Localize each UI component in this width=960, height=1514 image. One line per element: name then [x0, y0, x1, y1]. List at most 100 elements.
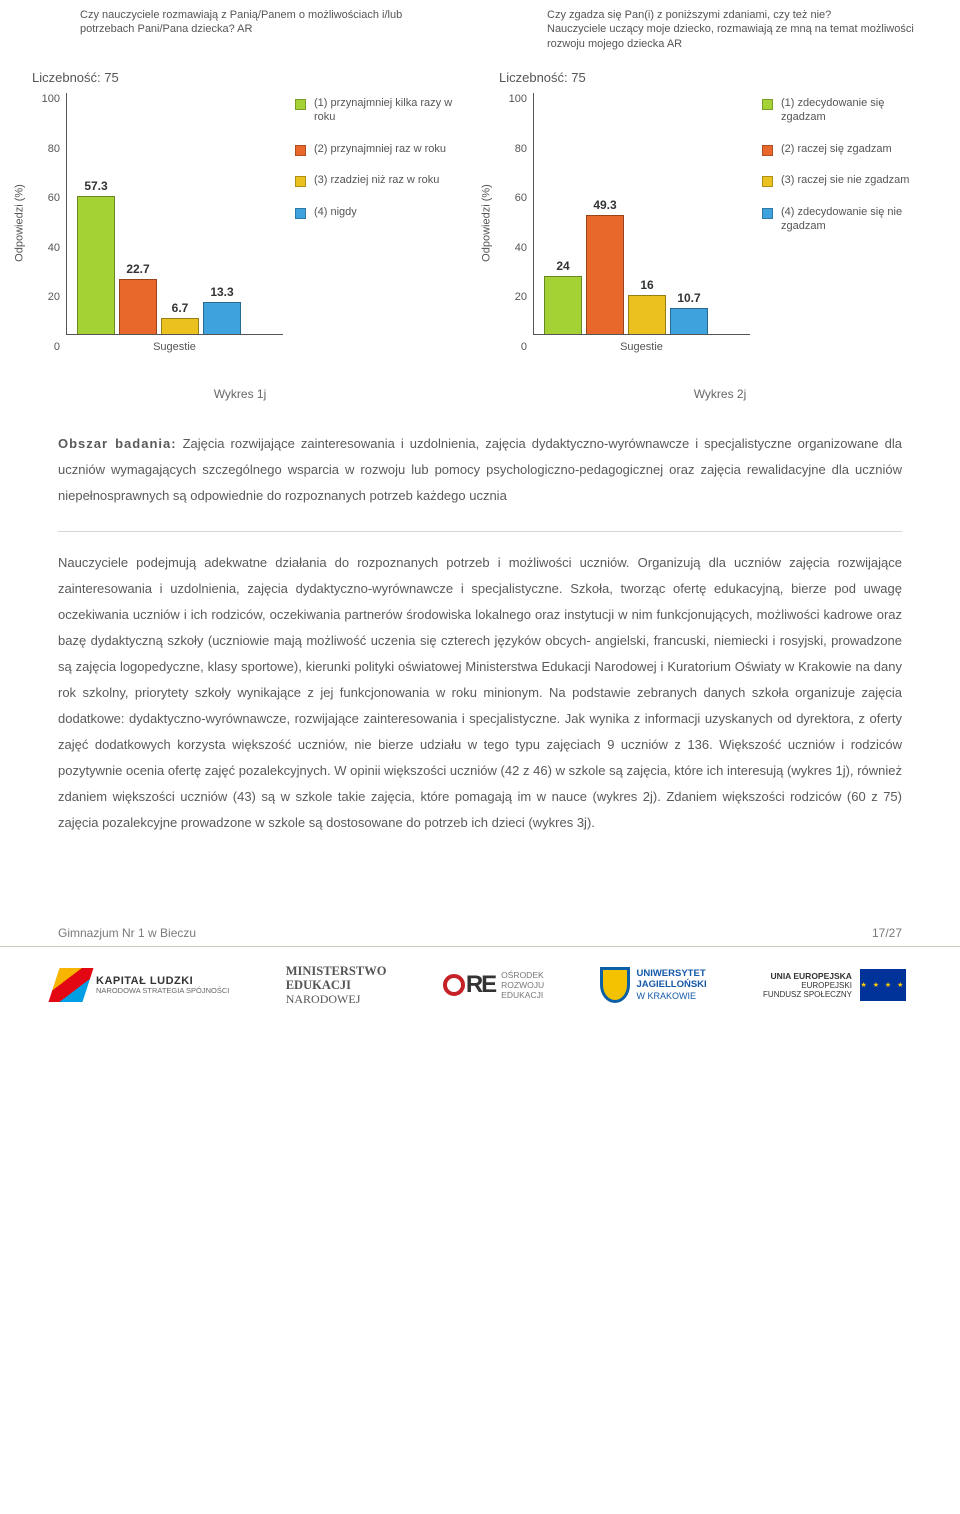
chart-right-area: Odpowiedzi (%) 100 80 60 40 20 0 2449.31… — [477, 93, 920, 353]
bar-value: 57.3 — [84, 179, 107, 193]
bar: 13.3 — [203, 302, 241, 334]
legend-swatch — [762, 145, 773, 156]
legend-item: (3) raczej sie nie zgadzam — [762, 174, 920, 188]
chart-left-plot: 57.322.76.713.3 — [66, 93, 283, 335]
chart-right-xlabel: Sugestie — [533, 335, 750, 353]
logo-kapital-ludzki: KAPITAŁ LUDZKI NARODOWA STRATEGIA SPÓJNO… — [54, 968, 229, 1002]
bar: 24 — [544, 276, 582, 334]
legend-swatch — [295, 208, 306, 219]
bar-value: 6.7 — [172, 301, 189, 315]
bar: 6.7 — [161, 318, 199, 334]
men-line2: EDUKACJI — [286, 979, 387, 993]
legend-text: (2) przynajmniej raz w roku — [314, 143, 446, 157]
chart-right-legend: (1) zdecydowanie się zgadzam (2) raczej s… — [750, 93, 920, 353]
bar-value: 24 — [556, 259, 569, 273]
legend-swatch — [295, 176, 306, 187]
chart-right-plot: 2449.31610.7 — [533, 93, 750, 335]
uj-line3: W KRAKOWIE — [636, 991, 706, 1001]
logo-men: MINISTERSTWO EDUKACJI NARODOWEJ — [286, 965, 387, 1006]
caption-row: Wykres 1j Wykres 2j — [0, 353, 960, 431]
obszar-paragraph: Obszar badania: Zajęcia rozwijające zain… — [58, 431, 902, 509]
eu-flag-icon — [860, 969, 906, 1001]
ytick: 80 — [48, 143, 60, 155]
logo-ore: RE Ośrodek Rozwoju Edukacji — [443, 970, 544, 1001]
chart-right: Czy zgadza się Pan(i) z poniższymi zdani… — [477, 8, 920, 353]
eu-line1: UNIA EUROPEJSKA — [763, 971, 852, 981]
legend-item: (1) zdecydowanie się zgadzam — [762, 97, 920, 125]
kl-text: KAPITAŁ LUDZKI NARODOWA STRATEGIA SPÓJNO… — [96, 975, 229, 996]
bar: 10.7 — [670, 308, 708, 334]
chart-right-ylabel-wrap: Odpowiedzi (%) — [477, 93, 499, 353]
legend-text: (4) nigdy — [314, 206, 357, 220]
charts-row: Czy nauczyciele rozmawiają z Panią/Panem… — [0, 0, 960, 353]
eu-line2: EUROPEJSKI — [763, 981, 852, 991]
chart-left-legend: (1) przynajmniej kilka razy w roku (2) pr… — [283, 93, 453, 353]
chart-left-plotcol: 57.322.76.713.3 Sugestie — [66, 93, 283, 353]
chart-left-count: Liczebność: 75 — [10, 66, 453, 93]
obszar-text: Zajęcia rozwijające zainteresowania i uz… — [58, 436, 902, 503]
legend-text: (3) rzadziej niż raz w roku — [314, 174, 439, 188]
chart-right-count: Liczebność: 75 — [477, 66, 920, 93]
separator — [58, 531, 902, 532]
footer: Gimnazjum Nr 1 w Bieczu 17/27 — [0, 926, 960, 947]
chart-right-yaxis: 100 80 60 40 20 0 — [499, 93, 533, 353]
ore-line3: Edukacji — [501, 990, 544, 1000]
legend-text: (4) zdecydowanie się nie zgadzam — [781, 206, 920, 234]
chart-left: Czy nauczyciele rozmawiają z Panią/Panem… — [10, 8, 453, 353]
legend-item: (2) raczej się zgadzam — [762, 143, 920, 157]
ore-line2: Rozwoju — [501, 980, 544, 990]
eu-text: UNIA EUROPEJSKA EUROPEJSKI FUNDUSZ SPOŁE… — [763, 971, 852, 1000]
chart-left-ylabel: Odpowiedzi (%) — [13, 184, 25, 262]
ytick: 40 — [515, 242, 527, 254]
chart-left-yaxis: 100 80 60 40 20 0 — [32, 93, 66, 353]
main-paragraph: Nauczyciele podejmują adekwatne działani… — [58, 550, 902, 836]
ytick: 100 — [509, 93, 527, 105]
ore-line1: Ośrodek — [501, 970, 544, 980]
caption-left: Wykres 1j — [0, 387, 480, 401]
uj-text: UNIWERSYTET JAGIELLOŃSKI W KRAKOWIE — [636, 969, 706, 1001]
chart-left-ylabel-wrap: Odpowiedzi (%) — [10, 93, 32, 353]
bar-value: 16 — [640, 278, 653, 292]
legend-text: (3) raczej sie nie zgadzam — [781, 174, 909, 188]
legend-text: (2) raczej się zgadzam — [781, 143, 892, 157]
legend-swatch — [295, 145, 306, 156]
chart-right-plotcol: 2449.31610.7 Sugestie — [533, 93, 750, 353]
legend-text: (1) zdecydowanie się zgadzam — [781, 97, 920, 125]
bar-value: 10.7 — [677, 291, 700, 305]
caption-right: Wykres 2j — [480, 387, 960, 401]
ore-text: Ośrodek Rozwoju Edukacji — [501, 970, 544, 1001]
legend-item: (4) nigdy — [295, 206, 453, 220]
logo-row: KAPITAŁ LUDZKI NARODOWA STRATEGIA SPÓJNO… — [0, 947, 960, 1026]
legend-text: (1) przynajmniej kilka razy w roku — [314, 97, 453, 125]
bar: 22.7 — [119, 279, 157, 334]
obszar-label: Obszar badania: — [58, 436, 177, 451]
body-text: Obszar badania: Zajęcia rozwijające zain… — [0, 431, 960, 836]
legend-item: (4) zdecydowanie się nie zgadzam — [762, 206, 920, 234]
logo-uj: UNIWERSYTET JAGIELLOŃSKI W KRAKOWIE — [600, 967, 706, 1003]
legend-swatch — [762, 99, 773, 110]
kl-icon — [48, 968, 93, 1002]
logo-eu: UNIA EUROPEJSKA EUROPEJSKI FUNDUSZ SPOŁE… — [763, 969, 906, 1001]
ytick: 0 — [54, 341, 60, 353]
legend-swatch — [295, 99, 306, 110]
ytick: 60 — [48, 192, 60, 204]
chart-left-area: Odpowiedzi (%) 100 80 60 40 20 0 57.3 22.… — [10, 93, 453, 353]
men-line3: NARODOWEJ — [286, 993, 387, 1006]
chart-right-ylabel: Odpowiedzi (%) — [480, 184, 492, 262]
ytick: 100 — [42, 93, 60, 105]
footer-left: Gimnazjum Nr 1 w Bieczu — [58, 926, 196, 940]
bar-value: 22.7 — [126, 262, 149, 276]
ytick: 80 — [515, 143, 527, 155]
chart-left-xlabel: Sugestie — [66, 335, 283, 353]
footer-right: 17/27 — [872, 926, 902, 940]
bar: 49.3 — [586, 215, 624, 334]
eu-line3: FUNDUSZ SPOŁECZNY — [763, 990, 852, 1000]
bar-value: 49.3 — [593, 198, 616, 212]
chart-right-title: Czy zgadza się Pan(i) z poniższymi zdani… — [477, 8, 920, 66]
chart-left-title: Czy nauczyciele rozmawiają z Panią/Panem… — [10, 8, 453, 66]
bar-value: 13.3 — [210, 285, 233, 299]
uj-shield-icon — [600, 967, 630, 1003]
ytick: 0 — [521, 341, 527, 353]
legend-swatch — [762, 208, 773, 219]
legend-item: (2) przynajmniej raz w roku — [295, 143, 453, 157]
